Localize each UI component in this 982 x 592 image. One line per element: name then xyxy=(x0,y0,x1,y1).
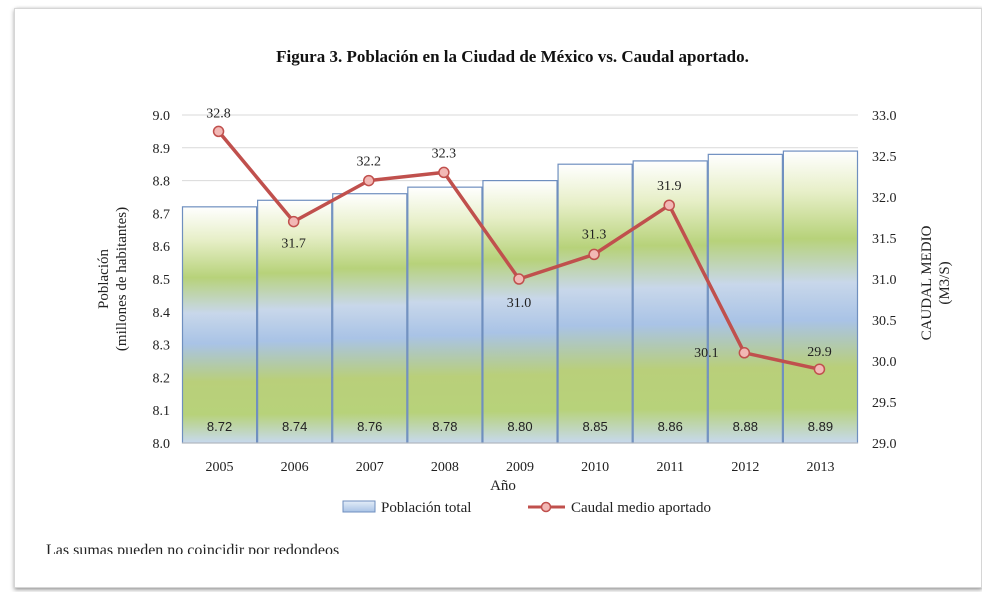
y-left-tick-label: 8.1 xyxy=(153,404,171,419)
legend-label-bar: Población total xyxy=(381,500,471,516)
line-point xyxy=(813,363,826,375)
bar-value-label: 8.72 xyxy=(207,419,232,434)
x-tick-label: 2013 xyxy=(806,460,834,475)
bar xyxy=(257,199,333,444)
line-value-label: 31.0 xyxy=(507,296,532,311)
y-left-axis-title: Población xyxy=(96,249,112,309)
x-tick-label: 2012 xyxy=(731,460,759,475)
y-right-tick-label: 32.5 xyxy=(872,150,897,165)
x-tick-label: 2005 xyxy=(206,460,234,475)
bar xyxy=(707,153,783,444)
line-point xyxy=(363,174,375,187)
y-right-axis-subtitle: (M3/S) xyxy=(937,261,953,304)
y-right-tick-label: 30.5 xyxy=(872,314,897,329)
bar xyxy=(332,193,408,444)
y-left-tick-label: 8.3 xyxy=(153,339,171,354)
line-point xyxy=(287,215,300,228)
line-value-label: 30.1 xyxy=(694,346,719,361)
y-left-tick-label: 8.9 xyxy=(153,142,171,157)
line-point xyxy=(212,125,225,138)
y-right-tick-label: 29.5 xyxy=(872,396,897,411)
x-tick-label: 2009 xyxy=(506,460,534,475)
y-left-tick-label: 8.4 xyxy=(153,306,171,321)
bar xyxy=(482,180,558,444)
y-left-tick-label: 9.0 xyxy=(153,109,171,124)
y-right-tick-label: 31.5 xyxy=(872,232,897,247)
y-left-axis-subtitle: (millones de habitantes) xyxy=(114,207,130,351)
line-value-label: 29.9 xyxy=(807,345,832,360)
bar-value-label: 8.80 xyxy=(507,419,532,434)
bar xyxy=(557,163,633,444)
line-value-label: 31.3 xyxy=(582,227,607,242)
y-left-tick-label: 8.5 xyxy=(153,273,171,288)
line-value-label: 31.7 xyxy=(281,237,306,252)
x-tick-label: 2011 xyxy=(656,460,683,475)
line-point xyxy=(438,166,450,179)
line-point xyxy=(663,199,675,211)
bar-value-label: 8.76 xyxy=(357,419,382,434)
line-value-label: 32.2 xyxy=(357,155,382,170)
bar-value-label: 8.86 xyxy=(658,419,683,434)
y-right-tick-label: 33.0 xyxy=(872,109,897,124)
y-right-tick-label: 32.0 xyxy=(872,191,897,206)
bar xyxy=(407,186,483,444)
y-left-tick-label: 8.7 xyxy=(153,207,171,222)
legend-label-line: Caudal medio aportado xyxy=(571,500,711,516)
y-right-axis-title: CAUDAL MEDIO xyxy=(919,225,935,340)
bar-value-label: 8.85 xyxy=(582,419,607,434)
footnote: Las sumas pueden no coincidir por redond… xyxy=(46,543,340,554)
bar-value-label: 8.88 xyxy=(733,419,758,434)
y-left-tick-label: 8.0 xyxy=(153,437,171,452)
bar xyxy=(782,150,859,444)
bar-value-label: 8.74 xyxy=(282,419,307,434)
chart-title: Figura 3. Población en la Ciudad de Méxi… xyxy=(276,47,749,66)
line-value-label: 32.8 xyxy=(206,106,231,121)
legend-swatch-bar xyxy=(342,500,376,513)
y-left-tick-label: 8.6 xyxy=(153,240,171,255)
x-axis-title: Año xyxy=(490,478,516,494)
legend-swatch-marker xyxy=(540,501,552,513)
line-point xyxy=(513,273,525,285)
x-tick-label: 2006 xyxy=(281,460,309,475)
x-tick-label: 2007 xyxy=(356,460,384,475)
x-tick-label: 2010 xyxy=(581,460,609,475)
y-right-tick-label: 31.0 xyxy=(872,273,897,288)
bar-value-label: 8.89 xyxy=(808,419,833,434)
y-right-tick-label: 30.0 xyxy=(872,355,897,370)
line-point xyxy=(738,347,751,359)
x-tick-label: 2008 xyxy=(431,460,459,475)
y-left-tick-label: 8.8 xyxy=(153,175,171,190)
bar-value-label: 8.78 xyxy=(432,419,457,434)
bar xyxy=(181,206,258,444)
line-point xyxy=(588,248,600,261)
line-value-label: 31.9 xyxy=(657,179,682,194)
line-value-label: 32.3 xyxy=(432,146,457,161)
y-right-tick-label: 29.0 xyxy=(872,437,897,452)
y-left-tick-label: 8.2 xyxy=(153,371,171,386)
